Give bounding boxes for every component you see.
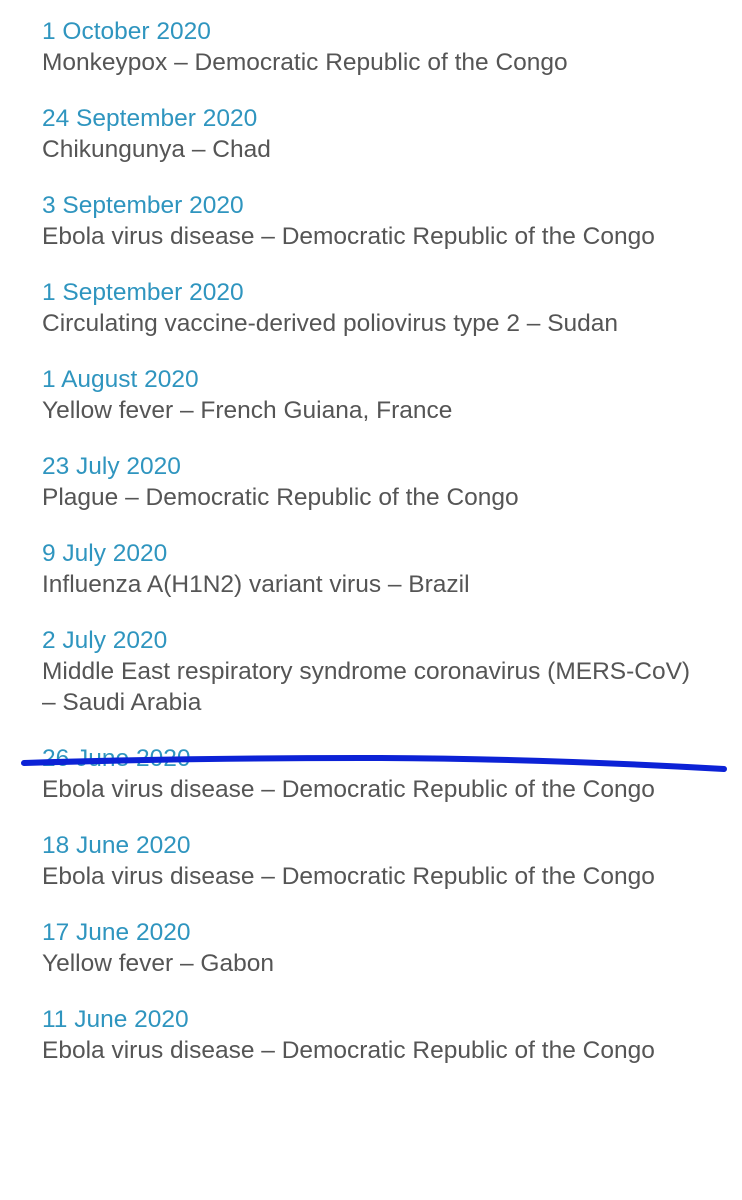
list-item: 23 July 2020 Plague – Democratic Republi… bbox=[42, 451, 732, 513]
news-date-link[interactable]: 23 July 2020 bbox=[42, 453, 181, 480]
outbreak-news-list: 1 October 2020 Monkeypox – Democratic Re… bbox=[42, 16, 732, 1091]
list-item: 26 June 2020 Ebola virus disease – Democ… bbox=[42, 743, 732, 805]
list-item: 2 July 2020 Middle East respiratory synd… bbox=[42, 625, 732, 718]
list-item: 3 September 2020 Ebola virus disease – D… bbox=[42, 190, 732, 252]
news-date-link[interactable]: 26 June 2020 bbox=[42, 745, 191, 772]
list-item: 1 August 2020 Yellow fever – French Guia… bbox=[42, 364, 732, 426]
news-date-link[interactable]: 2 July 2020 bbox=[42, 627, 168, 654]
news-date-link[interactable]: 11 June 2020 bbox=[42, 1006, 189, 1033]
list-item: 18 June 2020 Ebola virus disease – Democ… bbox=[42, 830, 732, 892]
news-date-link[interactable]: 1 October 2020 bbox=[42, 18, 211, 45]
list-item: 1 October 2020 Monkeypox – Democratic Re… bbox=[42, 16, 732, 78]
news-title: Circulating vaccine-derived poliovirus t… bbox=[42, 310, 619, 337]
news-title: Chikungunya – Chad bbox=[42, 136, 271, 163]
news-title: Yellow fever – Gabon bbox=[42, 950, 274, 977]
news-title: Plague – Democratic Republic of the Cong… bbox=[42, 484, 519, 511]
list-item: 11 June 2020 Ebola virus disease – Democ… bbox=[42, 1004, 732, 1066]
news-date-link[interactable]: 3 September 2020 bbox=[42, 192, 244, 219]
list-item: 1 September 2020 Circulating vaccine-der… bbox=[42, 277, 732, 339]
news-title: Influenza A(H1N2) variant virus – Brazil bbox=[42, 571, 470, 598]
list-item: 17 June 2020 Yellow fever – Gabon bbox=[42, 917, 732, 979]
news-date-link[interactable]: 9 July 2020 bbox=[42, 540, 168, 567]
news-date-link[interactable]: 18 June 2020 bbox=[42, 832, 191, 859]
news-date-link[interactable]: 1 September 2020 bbox=[42, 279, 244, 306]
news-title: Ebola virus disease – Democratic Republi… bbox=[42, 776, 655, 803]
news-title: Yellow fever – French Guiana, France bbox=[42, 397, 453, 424]
news-title: Middle East respiratory syndrome coronav… bbox=[42, 658, 691, 716]
news-date-link[interactable]: 24 September 2020 bbox=[42, 105, 258, 132]
list-item: 24 September 2020 Chikungunya – Chad bbox=[42, 103, 732, 165]
news-title: Ebola virus disease – Democratic Republi… bbox=[42, 1037, 655, 1064]
news-title: Ebola virus disease – Democratic Republi… bbox=[42, 863, 655, 890]
news-title: Monkeypox – Democratic Republic of the C… bbox=[42, 49, 568, 76]
news-date-link[interactable]: 1 August 2020 bbox=[42, 366, 199, 393]
news-date-link[interactable]: 17 June 2020 bbox=[42, 919, 191, 946]
list-item: 9 July 2020 Influenza A(H1N2) variant vi… bbox=[42, 538, 732, 600]
news-title: Ebola virus disease – Democratic Republi… bbox=[42, 223, 655, 250]
